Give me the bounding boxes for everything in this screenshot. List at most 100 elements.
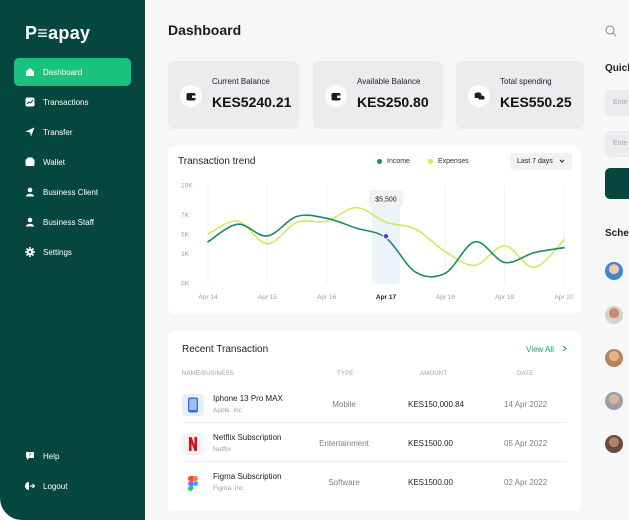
sidebar-item-label: Settings (43, 247, 72, 257)
x-tick-label: Apr 15 (258, 294, 278, 301)
column-header-name: NAME/BUSINESS (182, 371, 234, 377)
income-legend-dot (377, 159, 382, 164)
svg-text:?: ? (28, 453, 31, 459)
sidebar-item-label: Logout (43, 481, 68, 491)
legend-income: Income (387, 158, 410, 165)
card-value: KES550.25 (500, 94, 572, 110)
send-icon (24, 127, 35, 138)
chart-legend: Income Expenses (377, 158, 487, 165)
y-tick-label: 10K (181, 183, 193, 190)
card-label: Available Balance (357, 77, 421, 86)
schedule-title: Sche (605, 228, 629, 239)
date-range-value: Last 7 days (517, 158, 553, 165)
right-panel: Quick Ente Ente Sche (605, 0, 629, 520)
card-label: Current Balance (212, 77, 270, 86)
gear-icon (24, 247, 35, 258)
transaction-business: Figma. Inc (213, 485, 244, 492)
transaction-trend-chart: 10K 7K 5K 3K 0K Apr 14 Apr 15 Apr 16 Apr 17 Apr 1… (181, 183, 574, 302)
chevron-down-icon (559, 158, 565, 166)
card-value: KES250.80 (357, 94, 429, 110)
expenses-series-line (207, 206, 565, 269)
sidebar-item-wallet[interactable]: Wallet (14, 148, 131, 176)
transaction-date: 02 Apr 2022 (504, 478, 548, 487)
tooltip-box (369, 190, 403, 207)
x-tick-label: Apr 16 (317, 294, 337, 301)
user-icon (24, 187, 35, 198)
sidebar-item-label: Business Staff (43, 217, 94, 227)
quick-transfer-title: Quick (605, 63, 629, 74)
avatar[interactable] (605, 392, 623, 410)
x-tick-label: Apr 18 (436, 294, 456, 301)
total-spending-card: Total spending KES550.25 (456, 61, 584, 129)
transaction-amount: KES1500.00 (408, 439, 453, 448)
transaction-type: Entertainment (319, 439, 369, 448)
sidebar-item-label: Transactions (43, 97, 89, 107)
tooltip-value: $5,500 (375, 197, 397, 204)
transaction-name: Netflix Subscription (213, 433, 282, 442)
avatar[interactable] (605, 435, 623, 453)
transaction-business: Netflix (213, 446, 232, 453)
transaction-name: Iphone 13 Pro MAX (213, 394, 283, 403)
sidebar-item-label: Transfer (43, 127, 73, 137)
phone-icon (182, 394, 204, 416)
sidebar-item-label: Wallet (43, 157, 65, 167)
sidebar: P≡apay Dashboard Transactions Transfer W… (0, 0, 145, 520)
sidebar-item-transactions[interactable]: Transactions (14, 88, 131, 116)
sidebar-item-logout[interactable]: Logout (14, 472, 131, 500)
sidebar-item-label: Dashboard (43, 67, 83, 77)
x-tick-label: Apr 19 (495, 294, 515, 301)
sidebar-item-business-client[interactable]: Business Client (14, 178, 131, 206)
logout-icon (24, 481, 35, 492)
x-tick-label: Apr 14 (198, 294, 218, 301)
netflix-icon (182, 433, 204, 455)
y-tick-label: 3K (181, 251, 190, 258)
transaction-business: Apple. Inc (213, 407, 242, 414)
expenses-legend-dot (427, 159, 433, 164)
table-row[interactable]: Figma Subscription Figma. Inc Software K… (182, 463, 567, 501)
quick-send-button[interactable] (605, 168, 629, 199)
transaction-amount: KES1500.00 (408, 478, 453, 487)
y-tick-label: 5K (181, 232, 190, 239)
home-icon (24, 67, 35, 78)
date-range-select[interactable]: Last 7 days (510, 153, 572, 170)
wallet-icon (180, 85, 202, 107)
table-row[interactable]: Iphone 13 Pro MAX Apple. Inc Mobile KES1… (182, 385, 567, 423)
x-tick-label: Apr 20 (554, 294, 574, 301)
sidebar-item-dashboard[interactable]: Dashboard (14, 58, 131, 86)
wallet-icon (24, 157, 35, 168)
transaction-type: Software (328, 478, 360, 487)
main-content: Dashboard Current Balance KES5240.21 Ava… (145, 0, 629, 520)
available-balance-card: Available Balance KES250.80 (313, 61, 443, 129)
view-all-link[interactable]: View All (526, 345, 567, 354)
view-all-label: View All (526, 345, 554, 354)
search-icon[interactable] (605, 24, 617, 42)
avatar[interactable] (605, 262, 623, 280)
sidebar-item-settings[interactable]: Settings (14, 238, 131, 266)
brand-logo[interactable]: P≡apay (25, 23, 91, 43)
figma-icon (182, 472, 204, 494)
avatar[interactable] (605, 349, 623, 367)
column-header-date: DATE (517, 371, 534, 377)
transaction-trend-card: 10K 7K 5K 3K 0K Apr 14 Apr 15 Apr 16 Apr 17 Apr 1… (168, 146, 581, 314)
card-value: KES5240.21 (212, 94, 292, 110)
column-header-amount: AMOUNT (420, 371, 448, 377)
quick-input-2[interactable]: Ente (605, 131, 629, 157)
coins-icon (468, 85, 490, 107)
transaction-date: 05 Apr 2022 (504, 439, 548, 448)
transaction-amount: KES150,000.84 (408, 400, 465, 409)
x-tick-label: Apr 17 (376, 294, 397, 301)
sidebar-item-help[interactable]: ? Help (14, 442, 131, 470)
sidebar-item-transfer[interactable]: Transfer (14, 118, 131, 146)
legend-expenses: Expenses (437, 158, 469, 165)
sidebar-bottom: ? Help Logout (14, 442, 131, 502)
avatar[interactable] (605, 306, 623, 324)
wallet-icon (325, 85, 347, 107)
y-tick-label: 7K (181, 212, 190, 219)
table-row[interactable]: Netflix Subscription Netflix Entertainme… (182, 424, 567, 462)
recent-transactions-title: Recent Transaction (182, 344, 269, 355)
transaction-type: Mobile (332, 400, 356, 409)
quick-input-1[interactable]: Ente (605, 90, 629, 116)
sidebar-nav: Dashboard Transactions Transfer Wallet B… (14, 58, 131, 268)
sidebar-item-business-staff[interactable]: Business Staff (14, 208, 131, 236)
sidebar-item-label: Help (43, 451, 60, 461)
